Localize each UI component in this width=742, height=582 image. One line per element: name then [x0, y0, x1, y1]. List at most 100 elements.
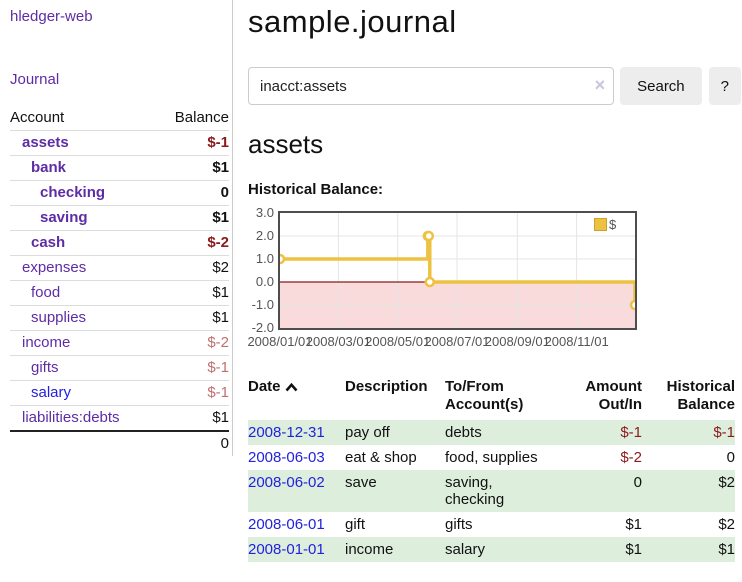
- transaction-row: 2008-06-03 eat & shop food, supplies $-2 0: [248, 445, 735, 470]
- account-link[interactable]: salary: [31, 384, 72, 401]
- account-balance: $1: [156, 305, 229, 331]
- y-axis-tick: 1.0: [255, 251, 274, 266]
- transaction-amount: $1: [625, 516, 642, 533]
- register-header-amount: Amount Out/In: [585, 378, 642, 413]
- transaction-accounts: debts: [445, 424, 482, 441]
- x-axis-tick: 2008/07/01: [424, 334, 490, 349]
- transaction-amount: 0: [633, 474, 642, 491]
- account-link[interactable]: bank: [31, 159, 67, 176]
- account-row: gifts $-1: [10, 355, 229, 381]
- account-row: income $-2: [10, 330, 229, 356]
- y-axis-tick: 2.0: [255, 228, 274, 243]
- transaction-row: 2008-06-01 gift gifts $1 $2: [248, 512, 735, 537]
- account-link[interactable]: liabilities:debts: [22, 409, 120, 426]
- search-bar: × Search ?: [248, 67, 741, 105]
- account-link[interactable]: income: [22, 334, 71, 351]
- register-header-historical: Historical Balance: [666, 378, 735, 413]
- account-link[interactable]: supplies: [31, 309, 87, 326]
- transaction-date-link[interactable]: 2008-06-01: [248, 516, 325, 533]
- transaction-description: income: [345, 541, 394, 558]
- transaction-balance: $2: [718, 474, 735, 491]
- account-link[interactable]: checking: [40, 184, 106, 201]
- transaction-amount: $-1: [620, 424, 642, 441]
- y-axis-tick: -1.0: [251, 297, 274, 312]
- sidebar: hledger-web Journal Account Balance asse…: [0, 0, 233, 456]
- account-balance: $-1: [156, 380, 229, 406]
- search-input[interactable]: [248, 67, 615, 105]
- account-heading: assets: [248, 129, 324, 159]
- account-column-header: Account: [10, 109, 65, 126]
- account-row: salary $-1: [10, 380, 229, 406]
- chart-plot-area: [278, 211, 637, 330]
- legend-swatch-icon: [594, 218, 607, 231]
- account-balance: $1: [156, 205, 229, 231]
- account-row: supplies $1: [10, 305, 229, 331]
- account-link[interactable]: gifts: [31, 359, 59, 376]
- x-axis-tick: 2008/09/01: [484, 334, 550, 349]
- account-link[interactable]: food: [31, 284, 61, 301]
- transaction-accounts: salary: [445, 541, 486, 558]
- transaction-description: pay off: [345, 424, 390, 441]
- chart-legend: $: [592, 217, 619, 232]
- transaction-balance: $1: [718, 541, 735, 558]
- total-row: 0: [10, 430, 229, 456]
- transaction-row: 2008-01-01 income salary $1 $1: [248, 537, 735, 562]
- transaction-row: 2008-06-02 save saving, checking 0 $2: [248, 470, 735, 512]
- register-header-date[interactable]: Date: [248, 376, 345, 420]
- transaction-amount: $-2: [620, 449, 642, 466]
- account-row: assets $-1: [10, 130, 229, 156]
- register-table: Date Description To/From Account(s) Amount Ou…: [248, 376, 735, 562]
- account-balance: $1: [156, 155, 229, 181]
- account-link[interactable]: saving: [40, 209, 88, 226]
- register-header-tofrom: To/From Account(s): [445, 378, 524, 413]
- account-row: food $1: [10, 280, 229, 306]
- transaction-balance: 0: [726, 449, 735, 466]
- y-axis-tick: -2.0: [251, 320, 274, 335]
- x-axis-tick: 2008/05/01: [365, 334, 431, 349]
- account-balance: $-1: [156, 355, 229, 381]
- account-row: cash $-2: [10, 230, 229, 256]
- total-balance: 0: [156, 430, 229, 456]
- account-row: saving $1: [10, 205, 229, 231]
- chart-title: Historical Balance:: [248, 181, 384, 198]
- account-balance: $2: [156, 255, 229, 281]
- app-title-link[interactable]: hledger-web: [10, 8, 93, 25]
- y-axis-tick: 3.0: [255, 205, 274, 220]
- transaction-balance: $2: [718, 516, 735, 533]
- transaction-description: save: [345, 474, 377, 491]
- account-row: liabilities:debts $1: [10, 405, 229, 431]
- transaction-date-link[interactable]: 2008-12-31: [248, 424, 325, 441]
- page-title: sample.journal: [248, 4, 457, 39]
- transaction-description: gift: [345, 516, 366, 533]
- account-balance: $-1: [156, 130, 229, 156]
- transaction-balance: $-1: [713, 424, 735, 441]
- account-row: checking 0: [10, 180, 229, 206]
- main-content: sample.journal × Search ? assets Histori…: [233, 0, 741, 562]
- transaction-date-link[interactable]: 2008-06-02: [248, 474, 325, 491]
- help-button[interactable]: ?: [708, 67, 741, 105]
- x-axis-tick: 2008/11/01: [544, 334, 609, 349]
- transaction-description: eat & shop: [345, 449, 417, 466]
- transaction-date-link[interactable]: 2008-01-01: [248, 541, 325, 558]
- sidebar-item-journal[interactable]: Journal: [10, 71, 60, 88]
- transaction-accounts: saving, checking: [445, 474, 505, 508]
- transaction-accounts: food, supplies: [445, 449, 538, 466]
- account-balance: $1: [156, 280, 229, 306]
- account-balance: $-2: [156, 230, 229, 256]
- account-balance: $-2: [156, 330, 229, 356]
- transaction-amount: $1: [625, 541, 642, 558]
- search-button[interactable]: Search: [620, 67, 702, 105]
- clear-search-icon[interactable]: ×: [594, 75, 606, 95]
- account-link[interactable]: assets: [22, 134, 69, 151]
- account-balance: 0: [156, 180, 229, 206]
- balance-column-header: Balance: [174, 109, 229, 126]
- transaction-accounts: gifts: [445, 516, 473, 533]
- legend-label: $: [609, 217, 617, 232]
- account-balance: $1: [156, 405, 229, 431]
- account-link[interactable]: cash: [31, 234, 66, 251]
- account-link[interactable]: expenses: [22, 259, 87, 276]
- transaction-date-link[interactable]: 2008-06-03: [248, 449, 325, 466]
- transaction-row: 2008-12-31 pay off debts $-1 $-1: [248, 420, 735, 445]
- x-axis-tick: 2008/01/01: [247, 334, 313, 349]
- account-row: bank $1: [10, 155, 229, 181]
